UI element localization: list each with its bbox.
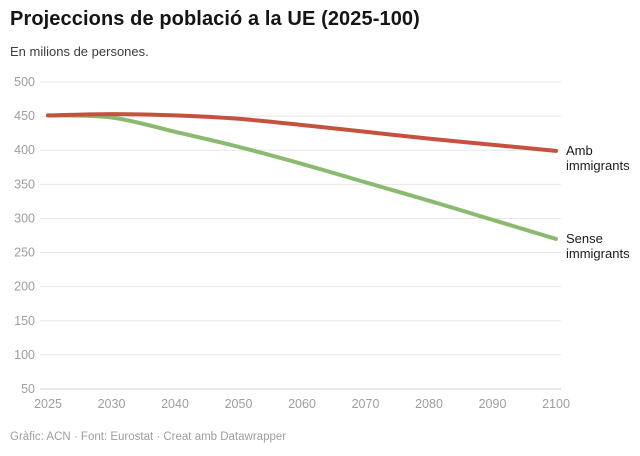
- series-label-amb-immigrants: Amb immigrants: [566, 142, 630, 174]
- x-tick-label-2090: 2090: [479, 397, 507, 411]
- y-tick-label-100: 100: [14, 348, 35, 362]
- y-tick-label-450: 450: [14, 109, 35, 123]
- line-amb-immigrants: [46, 112, 558, 153]
- y-tick-label-400: 400: [14, 143, 35, 157]
- y-tick-label-250: 250: [14, 246, 35, 260]
- line-sense-immigrants: [46, 113, 558, 241]
- chart-title: Projeccions de població a la UE (2025-10…: [10, 8, 420, 30]
- x-tick-label-2060: 2060: [288, 397, 316, 411]
- y-tick-label-200: 200: [14, 280, 35, 294]
- y-tick-label-150: 150: [14, 314, 35, 328]
- series-label-sense-immigrants: Sense immigrants: [566, 230, 630, 262]
- x-tick-label-2040: 2040: [161, 397, 189, 411]
- y-tick-label-350: 350: [14, 177, 35, 191]
- x-tick-label-2025: 2025: [34, 397, 62, 411]
- y-tick-label-50: 50: [21, 382, 35, 396]
- chart-subtitle: En milions de persones.: [10, 44, 149, 59]
- x-tick-label-2050: 2050: [225, 397, 253, 411]
- x-tick-label-2030: 2030: [98, 397, 126, 411]
- y-tick-label-300: 300: [14, 211, 35, 225]
- chart-credit: Gràfic: ACN · Font: Eurostat · Creat amb…: [10, 431, 287, 443]
- y-tick-label-500: 500: [14, 75, 35, 89]
- x-tick-label-2080: 2080: [415, 397, 443, 411]
- x-tick-label-2070: 2070: [352, 397, 380, 411]
- x-tick-label-2100: 2100: [542, 397, 570, 411]
